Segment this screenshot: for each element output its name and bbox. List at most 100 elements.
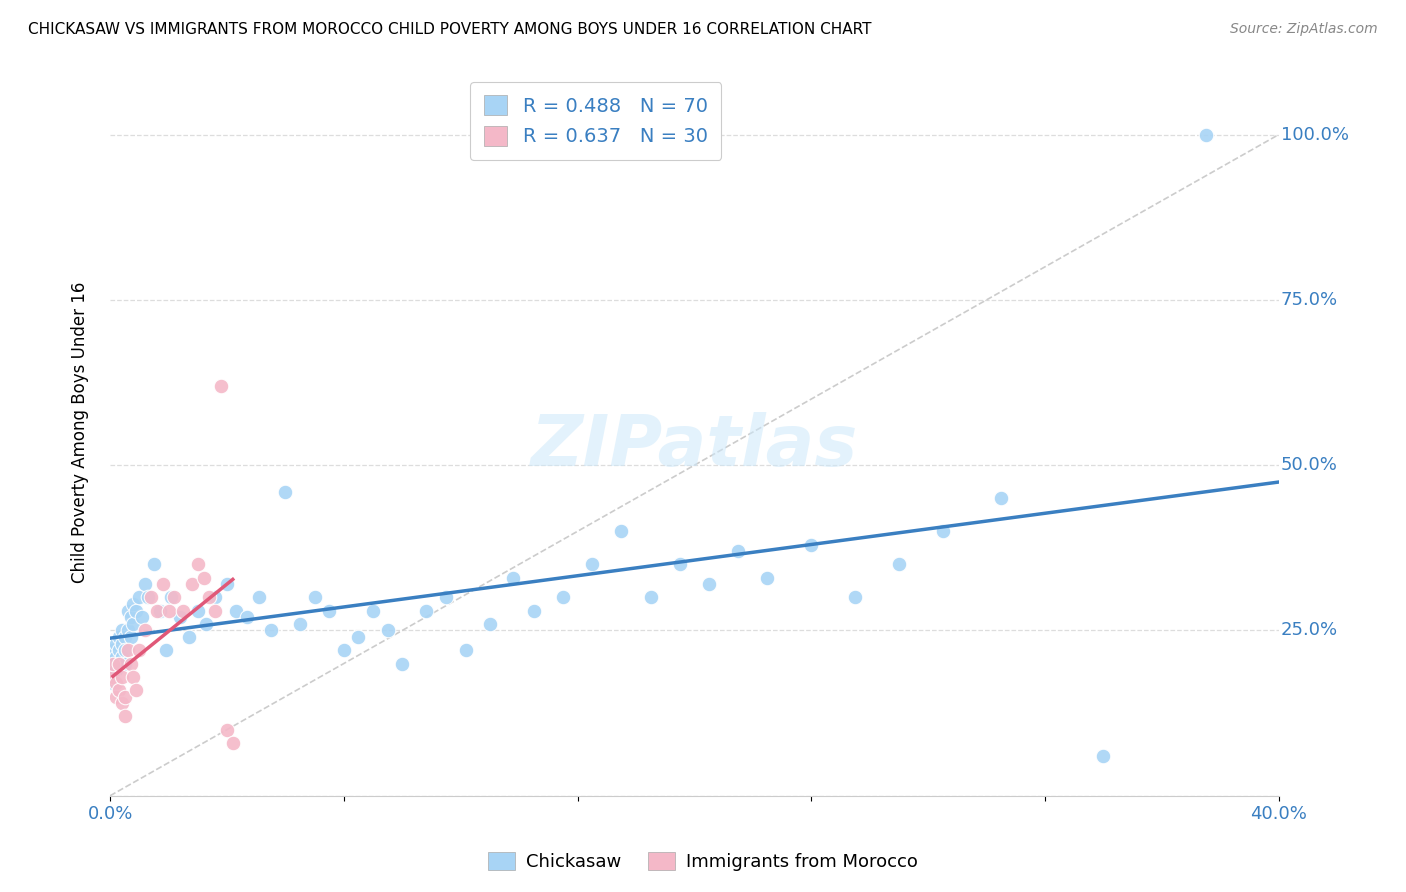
Point [155,643,177,657]
Point [160,591,183,605]
Point [478,616,501,631]
Point [1092,749,1115,764]
Point [610,524,633,539]
Point [756,571,779,585]
Text: ZIPatlas: ZIPatlas [530,412,858,481]
Point [697,577,720,591]
Point [215,723,238,737]
Point [142,558,165,572]
Text: 75.0%: 75.0% [1281,291,1339,309]
Point [288,616,311,631]
Point [318,604,340,618]
Point [122,670,145,684]
Point [361,604,384,618]
Point [304,591,326,605]
Point [377,624,399,638]
Legend: Chickasaw, Immigrants from Morocco: Chickasaw, Immigrants from Morocco [481,845,925,879]
Point [131,610,153,624]
Point [209,379,232,393]
Point [104,649,127,664]
Point [204,591,226,605]
Point [347,630,370,644]
Point [117,624,139,638]
Point [581,558,603,572]
Text: 100.0%: 100.0% [1281,126,1348,144]
Point [101,670,124,684]
Point [195,616,218,631]
Point [180,577,202,591]
Y-axis label: Child Poverty Among Boys Under 16: Child Poverty Among Boys Under 16 [72,282,89,582]
Point [204,604,226,618]
Point [128,591,150,605]
Point [136,591,159,605]
Text: Source: ZipAtlas.com: Source: ZipAtlas.com [1230,22,1378,37]
Point [117,643,139,657]
Point [111,637,134,651]
Point [120,610,142,624]
Point [434,591,457,605]
Point [101,657,124,671]
Text: 25.0%: 25.0% [1281,622,1339,640]
Point [101,657,124,671]
Point [198,591,221,605]
Point [222,736,245,750]
Point [117,604,139,618]
Point [800,537,823,551]
Point [391,657,413,671]
Point [149,604,172,618]
Point [114,690,136,704]
Point [104,676,127,690]
Point [727,544,749,558]
Point [108,683,131,698]
Point [111,696,134,710]
Point [108,657,131,671]
Point [887,558,910,572]
Point [120,630,142,644]
Point [114,630,136,644]
Point [163,591,186,605]
Point [108,643,131,657]
Point [125,683,148,698]
Point [187,604,209,618]
Point [844,591,866,605]
Point [931,524,953,539]
Point [247,591,270,605]
Point [104,690,127,704]
Point [193,571,215,585]
Point [101,643,124,657]
Point [108,630,131,644]
Point [111,624,134,638]
Point [101,676,124,690]
Point [134,624,156,638]
Point [114,709,136,723]
Point [415,604,437,618]
Point [1194,128,1216,142]
Point [152,577,174,591]
Point [523,604,546,618]
Point [120,657,142,671]
Point [225,604,247,618]
Point [125,604,148,618]
Point [177,630,200,644]
Point [187,558,209,572]
Legend: R = 0.488   N = 70, R = 0.637   N = 30: R = 0.488 N = 70, R = 0.637 N = 30 [471,82,721,160]
Point [157,604,180,618]
Point [668,558,690,572]
Point [111,649,134,664]
Point [128,643,150,657]
Point [146,604,169,618]
Point [456,643,478,657]
Point [333,643,356,657]
Point [114,657,136,671]
Point [104,637,127,651]
Point [172,604,194,618]
Point [236,610,259,624]
Point [640,591,662,605]
Point [122,597,145,611]
Point [122,616,145,631]
Point [139,591,162,605]
Point [502,571,524,585]
Point [260,624,283,638]
Point [215,577,238,591]
Point [114,643,136,657]
